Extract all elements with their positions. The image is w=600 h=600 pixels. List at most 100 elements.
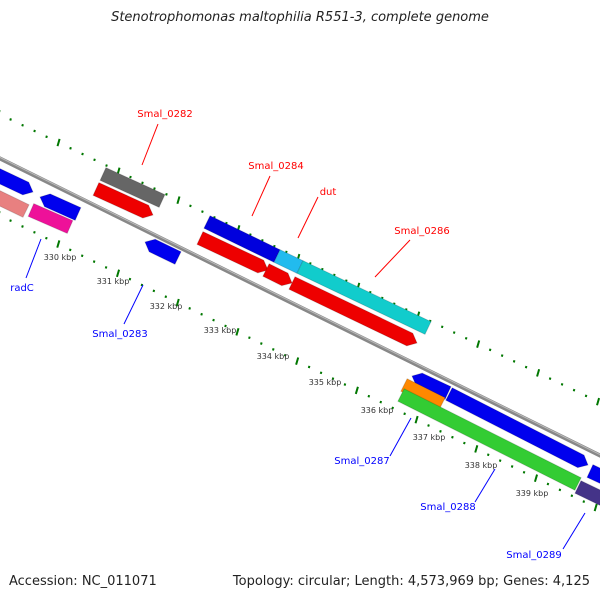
major-tick [476, 340, 481, 348]
minor-tick [451, 435, 454, 439]
minor-tick [283, 353, 287, 357]
gene-feature[interactable] [92, 181, 154, 219]
gene-feature-Smal_0286[interactable] [296, 260, 432, 335]
minor-tick [391, 406, 394, 410]
topology-text: Topology: circular; Length: 4,573,969 bp… [232, 574, 590, 589]
scale-label: 335 kbp [309, 378, 342, 387]
minor-tick [379, 400, 383, 404]
minor-tick [570, 494, 574, 498]
gene-label[interactable]: Smal_0284 [248, 161, 303, 172]
major-tick [474, 445, 479, 453]
gene-feature[interactable] [273, 249, 304, 274]
major-tick [56, 138, 61, 147]
scale-label: 331 kbp [97, 277, 130, 286]
minor-tick [560, 383, 564, 386]
minor-tick [582, 500, 586, 503]
minor-tick [464, 336, 468, 340]
minor-tick [463, 441, 466, 445]
gene-label[interactable]: Smal_0288 [420, 502, 475, 513]
minor-tick [427, 424, 430, 427]
minor-tick [140, 283, 144, 287]
gene-feature[interactable] [288, 276, 418, 347]
gene-label[interactable]: Smal_0287 [334, 456, 389, 467]
minor-tick [260, 342, 263, 345]
minor-tick [128, 277, 132, 281]
minor-tick [488, 348, 492, 352]
minor-tick [546, 482, 550, 486]
minor-tick [343, 383, 347, 386]
minor-tick [201, 210, 204, 213]
minor-tick [9, 219, 12, 222]
gene-feature-Smal_0282[interactable] [99, 166, 166, 209]
gene-feature-Smal_0283[interactable] [144, 238, 182, 265]
minor-tick [152, 289, 156, 293]
major-tick [56, 240, 61, 248]
minor-tick [21, 123, 24, 127]
gene-feature-radC[interactable] [27, 202, 74, 235]
map-title: Stenotrophomonas maltophilia R551-3, com… [111, 10, 489, 25]
minor-tick [212, 318, 215, 322]
gene-feature[interactable] [196, 231, 269, 274]
gene-features[interactable] [0, 166, 600, 507]
gene-feature-dut[interactable] [262, 263, 293, 287]
gene-feature-Smal_0289[interactable] [574, 480, 600, 507]
minor-tick [522, 470, 526, 474]
gene-feature-Smal_0288[interactable] [397, 388, 582, 491]
scale-label: 339 kbp [516, 489, 549, 498]
minor-tick [141, 181, 144, 185]
minor-tick [584, 394, 588, 398]
minor-tick [524, 365, 528, 369]
gene-feature[interactable] [586, 463, 600, 485]
gene-label[interactable]: Smal_0282 [137, 109, 192, 120]
scale-label: 338 kbp [465, 461, 498, 470]
minor-tick [452, 331, 456, 334]
minor-tick [93, 158, 96, 162]
gene-label[interactable]: Smal_0286 [394, 226, 449, 237]
minor-tick [104, 266, 108, 269]
gene-feature[interactable] [445, 387, 589, 469]
minor-tick [68, 248, 72, 252]
scale-label: 333 kbp [204, 326, 237, 335]
minor-tick [331, 377, 335, 381]
accession-text: Accession: NC_011071 [9, 574, 157, 589]
minor-tick [271, 348, 275, 351]
minor-tick [319, 371, 323, 375]
tick-tracks [0, 110, 600, 512]
minor-tick [9, 118, 12, 121]
minor-tick [248, 336, 251, 340]
gene-label[interactable]: radC [10, 283, 34, 294]
minor-tick [164, 295, 168, 299]
minor-tick [153, 187, 156, 190]
minor-tick [92, 260, 96, 263]
minor-tick [200, 312, 203, 316]
major-tick [295, 357, 300, 365]
minor-tick [33, 230, 36, 234]
scale-label: 332 kbp [150, 302, 183, 311]
minor-tick [367, 394, 371, 398]
major-tick [596, 397, 600, 406]
scale-label: 330 kbp [44, 253, 77, 262]
minor-tick [188, 307, 191, 310]
minor-tick [45, 236, 48, 240]
minor-tick [440, 325, 444, 329]
minor-tick [548, 377, 552, 380]
major-tick [235, 327, 240, 336]
gene-label[interactable]: Smal_0289 [506, 550, 561, 561]
minor-tick [81, 152, 84, 156]
minor-tick [558, 488, 562, 492]
major-tick [175, 298, 180, 307]
gene-feature[interactable] [39, 193, 82, 222]
minor-tick [486, 453, 490, 457]
minor-tick [512, 359, 516, 363]
gene-feature[interactable] [0, 190, 30, 218]
gene-labels: Smal_0282 Smal_0284 dut Smal_0286 radC S… [10, 109, 562, 561]
major-tick [414, 415, 419, 424]
gene-feature[interactable] [0, 168, 34, 196]
minor-tick [224, 324, 227, 328]
gene-label[interactable]: dut [320, 187, 337, 198]
minor-tick [510, 465, 514, 468]
gene-label[interactable]: Smal_0283 [92, 329, 147, 340]
minor-tick [105, 164, 108, 167]
gene-feature-Smal_0284[interactable] [203, 215, 281, 263]
